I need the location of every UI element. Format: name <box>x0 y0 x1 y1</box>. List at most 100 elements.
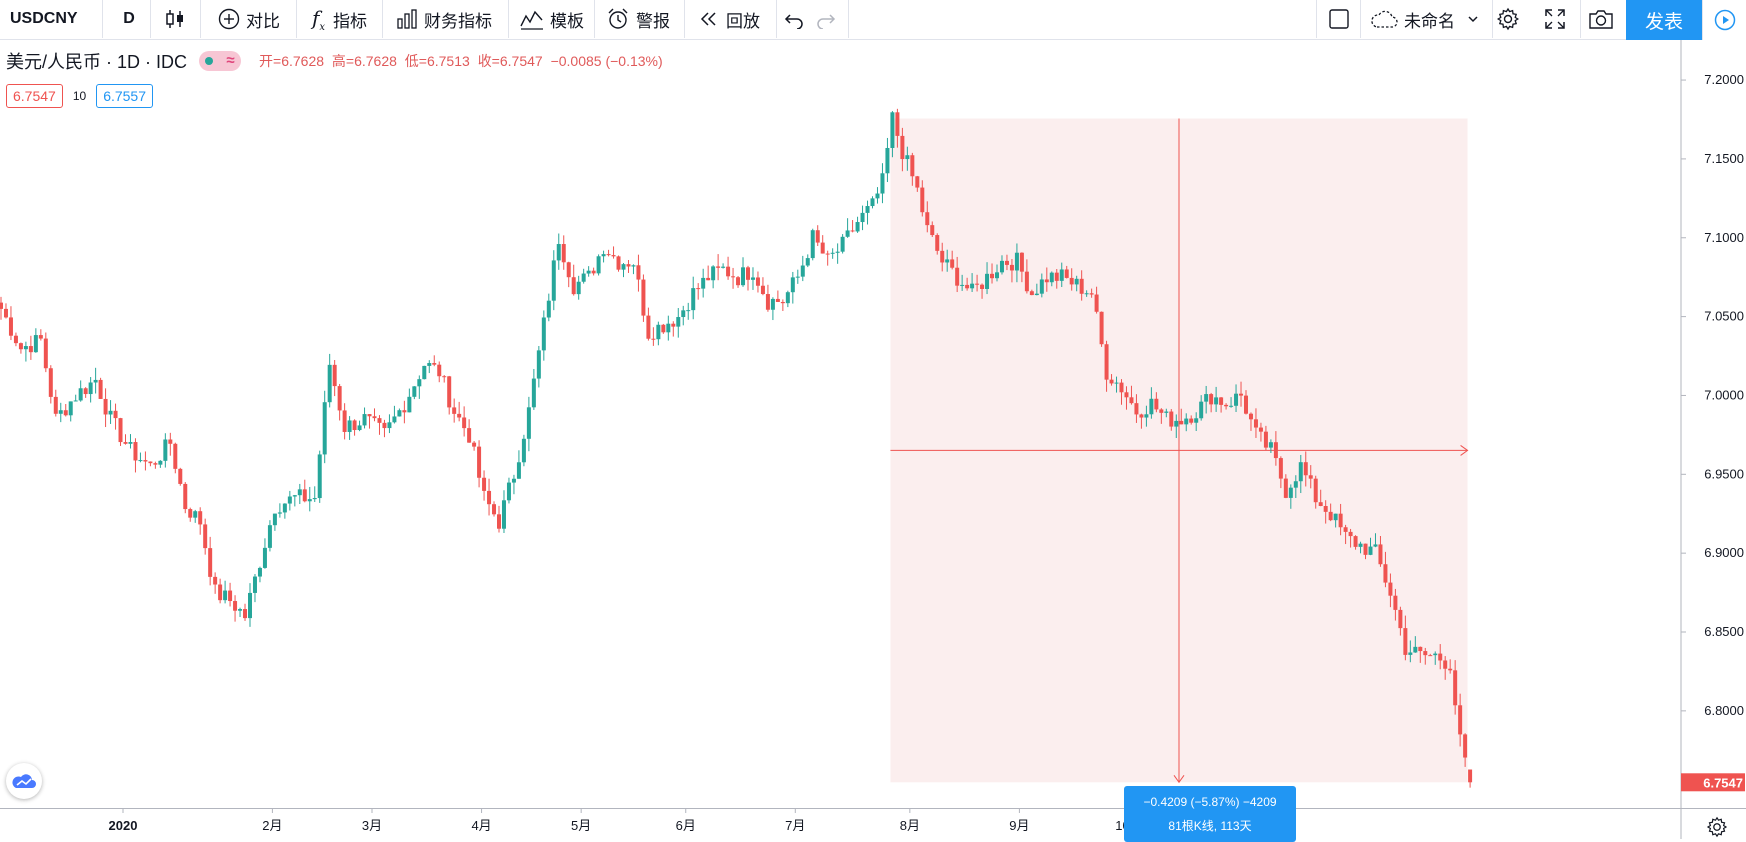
candle-body <box>327 364 332 403</box>
scale-settings-icon[interactable] <box>1706 816 1728 838</box>
candle-body <box>1184 418 1189 425</box>
candle-body <box>103 398 108 415</box>
undo-button[interactable] <box>784 0 804 38</box>
financials-label: 财务指标 <box>424 11 492 31</box>
candle-body <box>1403 628 1408 655</box>
measure-right-arrow <box>1460 445 1469 456</box>
candle-body <box>561 244 566 263</box>
candle-body <box>193 511 198 518</box>
candle-body <box>128 442 133 444</box>
candle-body <box>252 576 257 593</box>
candle-body <box>860 212 865 223</box>
candle-body <box>681 310 686 318</box>
candle-body <box>1338 513 1343 528</box>
candle-body <box>188 509 193 518</box>
symbol-title[interactable]: 美元/人民币 · 1D · IDC <box>6 52 188 72</box>
candle-body <box>83 388 88 395</box>
candle-body <box>721 266 726 268</box>
measure-tool[interactable] <box>890 118 1469 784</box>
time-tick-label: 6月 <box>676 818 696 833</box>
compare-button[interactable]: 对比 <box>218 0 280 38</box>
price-tick-label: 7.0000 <box>1704 387 1744 402</box>
candle-body <box>292 495 297 497</box>
candle-body <box>581 273 586 282</box>
fullscreen-select-button[interactable] <box>1328 0 1350 38</box>
fullscreen-button[interactable] <box>1544 0 1566 38</box>
indicators-button[interactable]: fx 指标 <box>312 0 367 38</box>
publish-button[interactable]: 发表 <box>1626 0 1702 40</box>
axes: 7.2000 7.1500 7.1000 7.0500 7.0000 6.9500 6.90… <box>0 40 1746 839</box>
alert-button[interactable]: 警报 <box>606 0 670 38</box>
candle-body <box>1293 481 1298 488</box>
candle-body <box>1328 511 1333 521</box>
candle-body <box>1064 269 1069 278</box>
candle-body <box>287 496 292 504</box>
candle-body <box>168 439 173 444</box>
candle-body <box>755 277 760 286</box>
candle-body <box>1283 478 1288 498</box>
settings-button[interactable] <box>1496 0 1520 38</box>
layout-name-button[interactable]: 未命名 <box>1370 0 1479 38</box>
price-tick-label: 6.8000 <box>1704 703 1744 718</box>
candle-body <box>487 490 492 505</box>
candle-body <box>999 260 1004 273</box>
candle-body <box>885 147 890 174</box>
candle-body <box>1253 419 1258 428</box>
tradingview-logo[interactable] <box>6 763 42 799</box>
price-tick-label: 6.9500 <box>1704 466 1744 481</box>
candle-body <box>935 235 940 251</box>
candle-body <box>1433 653 1438 656</box>
candle-body <box>845 230 850 237</box>
candle-body <box>1074 278 1079 285</box>
candle-body <box>531 378 536 408</box>
candle-body <box>362 414 367 426</box>
candle-body <box>397 410 402 417</box>
candle-body <box>1248 413 1253 420</box>
candle-body <box>113 410 118 419</box>
candle-body <box>511 478 516 483</box>
price-chart[interactable]: 7.2000 7.1500 7.1000 7.0500 7.0000 6.9500 6.90… <box>0 40 1746 839</box>
candle-body <box>402 410 407 413</box>
candle-body <box>1124 392 1129 398</box>
chart-style-button[interactable] <box>164 0 186 38</box>
replay-button[interactable]: 回放 <box>698 0 760 38</box>
stream-button[interactable] <box>1702 0 1746 40</box>
candle-body <box>621 264 626 270</box>
indicators-label: 指标 <box>333 11 368 31</box>
price-tick-label: 7.0500 <box>1704 309 1744 324</box>
buy-price-button[interactable]: 6.7557 <box>96 84 154 108</box>
candle-body <box>950 259 955 268</box>
interval-button[interactable]: D <box>123 10 135 27</box>
templates-button[interactable]: 模板 <box>520 0 584 38</box>
candle-body <box>1368 546 1373 555</box>
candle-body <box>1348 531 1353 537</box>
redo-button[interactable] <box>816 0 836 38</box>
candle-body <box>1318 502 1323 507</box>
candle-body <box>1109 379 1114 384</box>
candle-body <box>810 230 815 259</box>
cloud-icon <box>1371 10 1398 28</box>
candle-body <box>900 135 905 160</box>
bid-ask-tags: 6.7547 10 6.7557 <box>6 84 154 108</box>
snapshot-button[interactable] <box>1588 0 1614 38</box>
candle-body <box>1029 291 1034 296</box>
candle-body <box>701 277 706 289</box>
candle-body <box>965 284 970 289</box>
candle-body <box>1049 272 1054 283</box>
financials-button[interactable]: 财务指标 <box>396 0 492 38</box>
time-tick-label: 2月 <box>262 818 282 833</box>
candle-body <box>1263 431 1268 448</box>
candle-body <box>825 253 830 255</box>
candle-body <box>457 413 462 418</box>
symbol-search-button[interactable]: USDCNY <box>10 10 78 27</box>
market-status-badge[interactable]: ≈ <box>199 51 242 71</box>
candle-body <box>98 379 103 399</box>
candle-body <box>955 267 960 286</box>
sell-price-button[interactable]: 6.7547 <box>6 84 63 108</box>
candle-body <box>805 258 810 266</box>
candle-body <box>248 592 252 619</box>
candle-body <box>1323 506 1328 512</box>
candle-body <box>63 410 68 416</box>
camera-icon <box>1589 10 1613 29</box>
candle-body <box>133 442 138 461</box>
